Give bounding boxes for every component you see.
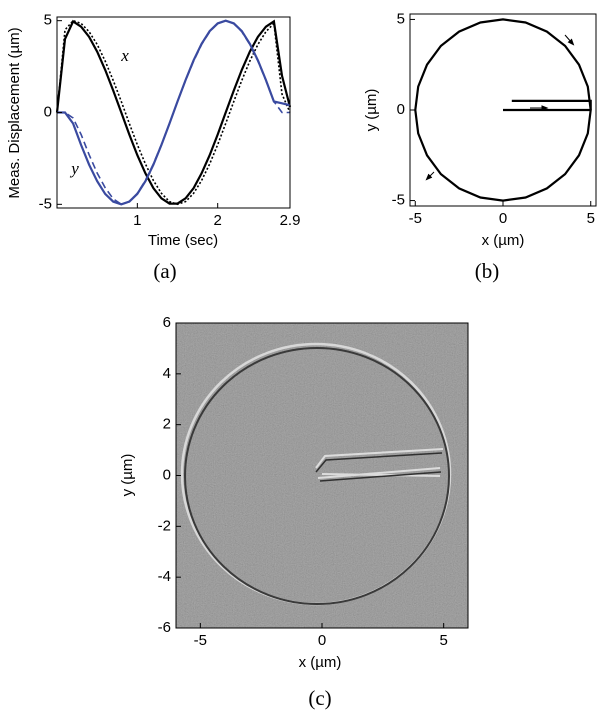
y-tick-label: 4 <box>163 365 171 382</box>
x-tick-label: 2 <box>214 212 222 229</box>
y-axis-label: y (µm) <box>119 454 136 497</box>
y-tick-label: 0 <box>44 103 52 120</box>
y-tick-label: -4 <box>158 568 171 585</box>
y-tick-label: 0 <box>397 101 405 118</box>
data-line <box>57 21 290 205</box>
page: {"chart_data": [ {"type": "line", "capti… <box>0 0 605 717</box>
x-axis-label: x (µm) <box>299 654 342 671</box>
x-axis-label: Time (sec) <box>148 232 218 249</box>
x-tick-label: 1 <box>133 212 141 229</box>
x-tick-label: -5 <box>194 632 207 649</box>
x-tick-label: 5 <box>587 210 595 227</box>
panel-caption: (a) <box>153 259 176 283</box>
y-tick-label: -6 <box>158 619 171 636</box>
y-axis-label: Meas. Displacement (µm) <box>6 27 23 198</box>
y-tick-label: -2 <box>158 517 171 534</box>
panel-caption: (b) <box>475 259 500 283</box>
x-tick-label: 0 <box>318 632 326 649</box>
x-tick-label: -5 <box>409 210 422 227</box>
y-tick-label: -5 <box>392 192 405 209</box>
y-tick-label: 0 <box>163 466 171 483</box>
y-axis-label: y (µm) <box>363 89 380 132</box>
annotation: y <box>69 159 79 178</box>
micrograph <box>176 323 468 628</box>
y-tick-label: 5 <box>44 12 52 29</box>
figure: 1 2 2.9 -5 0 5 Time (sec) Meas. Displacement (µ… <box>0 0 605 717</box>
x-tick-label: 2.9 <box>280 212 301 229</box>
trajectory-arrows <box>428 35 572 178</box>
y-tick-label: -5 <box>39 195 52 212</box>
annotation: x <box>120 46 129 65</box>
x-tick-label: 0 <box>499 210 507 227</box>
y-tick-label: 6 <box>163 314 171 331</box>
y-tick-label: 5 <box>397 10 405 27</box>
panel-caption: (c) <box>308 686 331 710</box>
y-tick-label: 2 <box>163 416 171 433</box>
x-tick-label: 5 <box>439 632 447 649</box>
x-axis-label: x (µm) <box>482 232 525 249</box>
data-line <box>415 19 590 200</box>
